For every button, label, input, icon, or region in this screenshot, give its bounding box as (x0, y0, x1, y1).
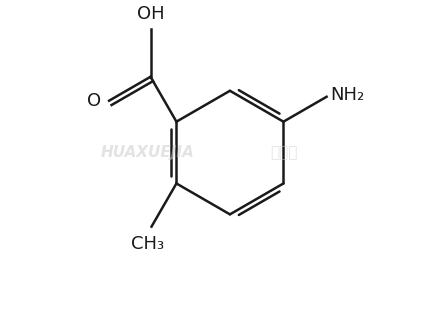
Text: 化学加: 化学加 (270, 145, 297, 160)
Text: OH: OH (137, 5, 164, 23)
Text: HUAXUEJIA: HUAXUEJIA (101, 145, 194, 160)
Text: CH₃: CH₃ (131, 235, 164, 252)
Text: O: O (87, 92, 101, 110)
Text: NH₂: NH₂ (331, 86, 365, 104)
